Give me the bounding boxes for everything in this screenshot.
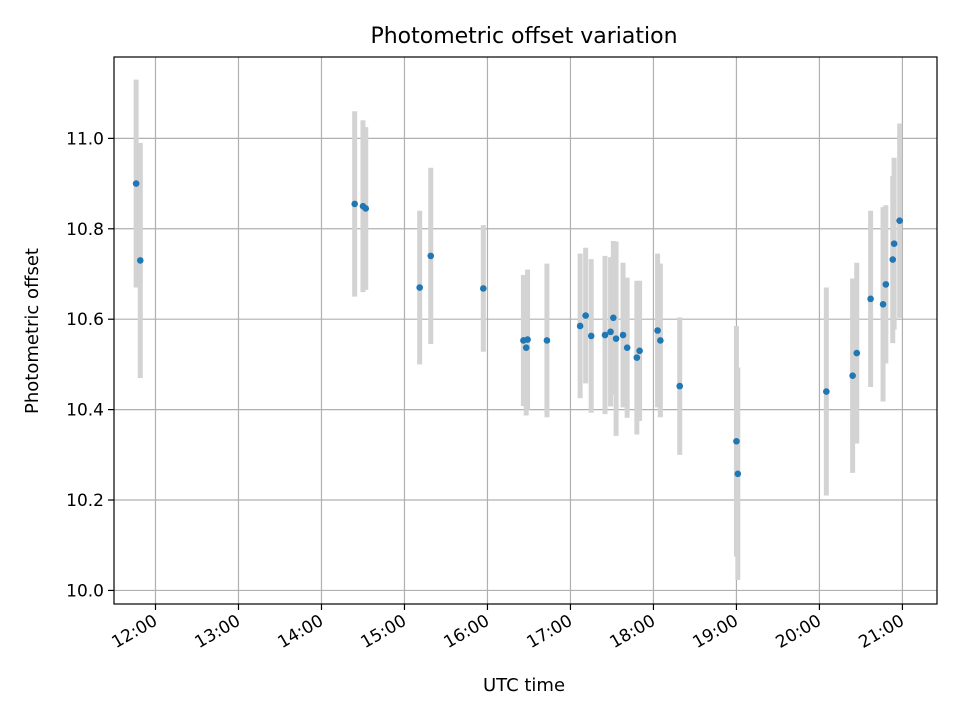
data-point — [582, 312, 589, 319]
data-point — [619, 331, 627, 339]
data-point — [587, 332, 595, 340]
data-point — [601, 331, 609, 339]
chart-title: Photometric offset variation — [370, 24, 677, 49]
data-point — [676, 382, 684, 390]
data-point — [867, 295, 874, 303]
data-point — [889, 256, 897, 263]
data-point — [733, 437, 740, 445]
data-point — [522, 344, 530, 351]
y-tick-label: 10.4 — [66, 401, 104, 421]
x-axis-label: UTC time — [483, 675, 565, 696]
data-point — [896, 217, 903, 224]
data-point — [351, 200, 358, 208]
data-point — [882, 281, 890, 288]
data-point — [362, 205, 370, 212]
data-point — [633, 354, 641, 361]
data-point — [890, 240, 898, 248]
data-points — [132, 180, 903, 478]
data-point — [853, 349, 861, 357]
data-point — [654, 327, 661, 334]
y-tick-label: 10.2 — [66, 491, 104, 511]
data-point — [734, 470, 742, 478]
data-point — [427, 252, 435, 260]
y-axis-label: Photometric offset — [22, 248, 43, 414]
data-point — [623, 344, 631, 351]
y-tick-label: 10.6 — [66, 310, 104, 330]
data-point — [416, 284, 423, 291]
data-point — [849, 372, 856, 380]
data-point — [657, 337, 664, 344]
y-tick-label: 10.0 — [66, 581, 104, 601]
data-point — [607, 328, 614, 336]
data-point — [480, 285, 487, 292]
data-point — [879, 300, 887, 308]
y-axis: 10.0 10.2 10.4 10.6 10.8 11.0 — [66, 129, 114, 601]
data-point — [576, 322, 584, 330]
y-tick-label: 11.0 — [66, 129, 104, 149]
data-point — [612, 335, 620, 342]
data-point — [610, 314, 617, 322]
data-point — [132, 180, 140, 187]
data-point — [823, 388, 830, 395]
y-tick-label: 10.8 — [66, 220, 104, 240]
plot-area-frame — [113, 56, 938, 605]
data-point — [543, 337, 551, 344]
data-point — [524, 336, 531, 343]
data-point — [636, 347, 643, 355]
data-point — [136, 257, 144, 264]
